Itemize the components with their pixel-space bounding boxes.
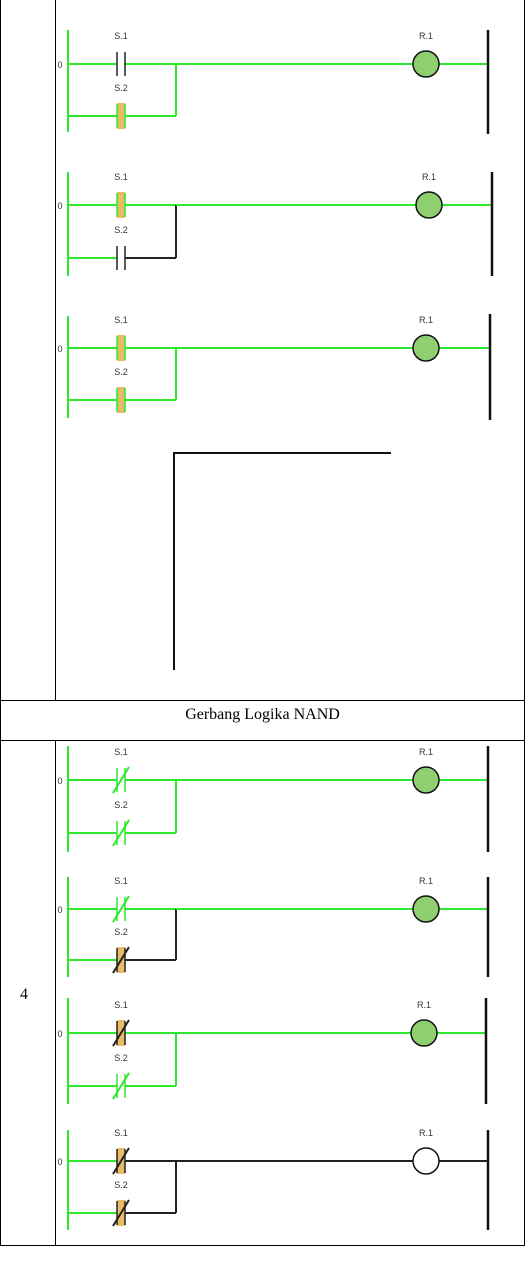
contact-S2-no: S.2 (114, 367, 128, 413)
contact-S2-nc: S.2 (112, 1180, 130, 1227)
rung-number: 0 (57, 201, 62, 211)
contact-S1-nc: S.1 (112, 747, 130, 794)
table-left-border (0, 0, 1, 1246)
table-column-divider (55, 740, 56, 1246)
coil: R.1 (412, 747, 440, 794)
contact-S1-no: S.1 (114, 31, 128, 76)
row-number: 4 (20, 986, 28, 1003)
coil-label: R.1 (419, 1128, 433, 1138)
coil-label: R.1 (419, 747, 433, 757)
contact-label: S.2 (114, 83, 128, 93)
contact-nc-slash (112, 895, 130, 923)
contact-nc-slash (112, 1019, 130, 1047)
ladder-rung: 0 S.1 S.2 R.1 (57, 746, 490, 852)
contact-label: S.2 (114, 1053, 128, 1063)
coil-circle (412, 895, 440, 923)
contact-S2-no: S.2 (114, 225, 128, 270)
coil-label: R.1 (419, 876, 433, 886)
table-row-divider (0, 700, 525, 701)
ladder-rung: 0 S.1 S.2 R.1 (57, 314, 492, 420)
contact-actuated-fill (117, 103, 125, 129)
contact-nc-slash (112, 1199, 130, 1227)
contact-nc-slash (112, 819, 130, 847)
coil-circle (412, 50, 440, 78)
contact-label: S.2 (114, 367, 128, 377)
ladder-rung: 0 S.1 S.2 R.1 (57, 1128, 490, 1230)
contact-label: S.1 (114, 1128, 128, 1138)
contact-label: S.1 (114, 876, 128, 886)
contact-actuated-fill (117, 192, 125, 218)
coil-label: R.1 (419, 31, 433, 41)
contact-S1-no: S.1 (114, 172, 128, 218)
contact-nc-slash (112, 1072, 130, 1100)
contact-label: S.1 (114, 747, 128, 757)
ladder-rung: 0 S.1 S.2 R.1 (57, 998, 488, 1104)
contact-S2-nc: S.2 (112, 800, 130, 847)
contact-label: S.2 (114, 800, 128, 810)
contact-label: S.1 (114, 31, 128, 41)
coil-circle (410, 1019, 438, 1047)
table-row-divider (0, 740, 525, 741)
ladder-rung: 0 S.1 S.2 R.1 (57, 30, 490, 134)
coil-label: R.1 (417, 1000, 431, 1010)
coil: R.1 (412, 876, 440, 923)
coil: R.1 (412, 31, 440, 78)
coil-circle (412, 1147, 440, 1175)
contact-label: S.2 (114, 225, 128, 235)
contact-label: S.2 (114, 927, 128, 937)
contact-nc-slash (112, 766, 130, 794)
coil-label: R.1 (419, 315, 433, 325)
coil-label: R.1 (422, 172, 436, 182)
contact-label: S.2 (114, 1180, 128, 1190)
contact-actuated-fill (117, 387, 125, 413)
rung-number: 0 (57, 905, 62, 915)
contact-label: S.1 (114, 1000, 128, 1010)
contact-label: S.1 (114, 315, 128, 325)
table-column-divider (55, 0, 56, 700)
contact-S2-nc: S.2 (112, 1053, 130, 1100)
contact-S1-nc: S.1 (112, 876, 130, 923)
contact-S2-nc: S.2 (112, 927, 130, 974)
coil: R.1 (410, 1000, 438, 1047)
contact-S2-no: S.2 (114, 83, 128, 129)
ladder-rung: 0 S.1 S.2 R.1 (57, 172, 494, 276)
rung-number: 0 (57, 1157, 62, 1167)
coil: R.1 (412, 1128, 440, 1175)
ladder-rung: 0 S.1 S.2 R.1 (57, 876, 490, 977)
rung-number: 0 (57, 1029, 62, 1039)
contact-label: S.1 (114, 172, 128, 182)
rung-number: 0 (57, 776, 62, 786)
contact-S1-nc: S.1 (112, 1128, 130, 1175)
contact-S1-no: S.1 (114, 315, 128, 361)
coil: R.1 (415, 172, 443, 219)
coil: R.1 (412, 315, 440, 362)
coil-circle (412, 334, 440, 362)
contact-actuated-fill (117, 335, 125, 361)
coil-circle (412, 766, 440, 794)
rung-number: 0 (57, 60, 62, 70)
contact-nc-slash (112, 1147, 130, 1175)
section-header: Gerbang Logika NAND (185, 706, 340, 723)
contact-nc-slash (112, 946, 130, 974)
coil-circle (415, 191, 443, 219)
contact-S1-nc: S.1 (112, 1000, 130, 1047)
empty-diagram-frame (173, 452, 391, 670)
rung-number: 0 (57, 344, 62, 354)
